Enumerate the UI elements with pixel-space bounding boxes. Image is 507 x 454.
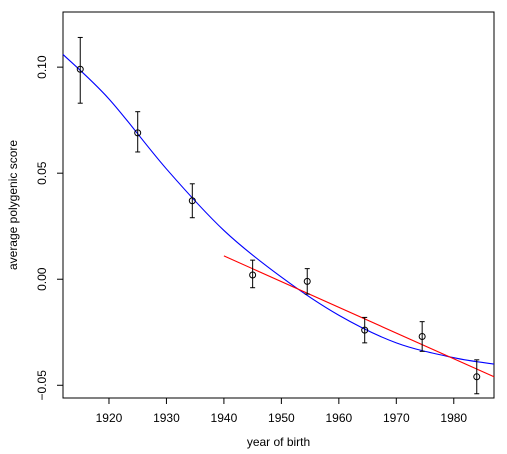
fit-lines	[62, 54, 495, 378]
y-tick-label: 0.05	[35, 161, 49, 185]
data-points	[76, 36, 481, 395]
red-fit-line	[223, 255, 495, 378]
y-tick-label: 0.00	[35, 267, 49, 291]
x-axis: 1920 1930 1940 1950 1960 1970 1980	[96, 398, 467, 425]
data-point	[473, 373, 481, 381]
plot-frame	[62, 11, 495, 399]
data-point	[188, 197, 196, 205]
x-tick-label: 1930	[153, 411, 180, 425]
x-tick-label: 1950	[268, 411, 295, 425]
y-axis: 0.10 0.05 0.00 −0.05	[35, 55, 63, 400]
x-tick-label: 1980	[440, 411, 467, 425]
data-point	[418, 332, 426, 340]
data-point	[249, 271, 257, 279]
x-tick-label: 1970	[383, 411, 410, 425]
x-tick-label: 1940	[211, 411, 238, 425]
x-axis-label: year of birth	[247, 435, 310, 449]
data-point	[303, 277, 311, 285]
y-axis-label: average polygenic score	[6, 140, 20, 270]
x-tick-label: 1920	[96, 411, 123, 425]
y-tick-label: −0.05	[35, 370, 49, 401]
data-point	[76, 65, 84, 73]
y-tick-label: 0.10	[35, 55, 49, 79]
data-point	[361, 326, 369, 334]
blue-fit-curve	[62, 54, 495, 365]
data-point	[134, 129, 142, 137]
x-tick-label: 1960	[325, 411, 352, 425]
